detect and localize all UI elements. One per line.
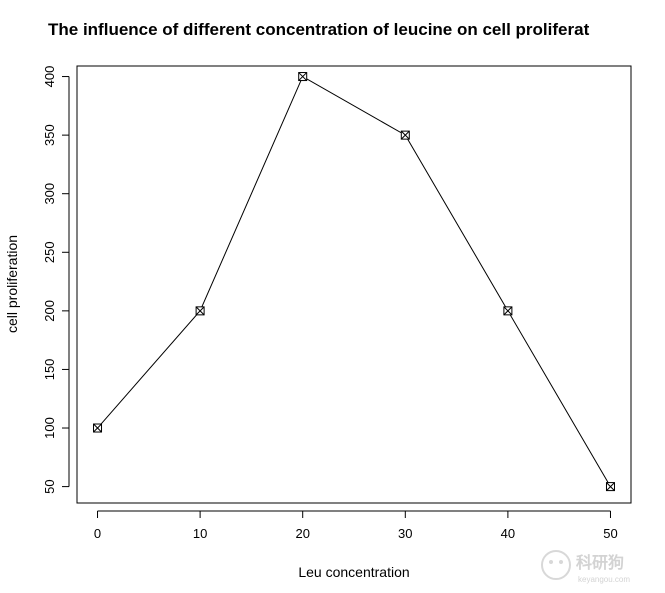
marker-cross [503, 306, 513, 316]
y-tick-label: 400 [42, 66, 57, 88]
x-tick-label: 40 [501, 526, 515, 541]
y-tick-label: 350 [42, 124, 57, 146]
chart-title: The influence of different concentration… [48, 20, 590, 39]
y-tick-label: 200 [42, 300, 57, 322]
x-tick-label: 0 [94, 526, 101, 541]
x-tick-label: 50 [603, 526, 617, 541]
logo-eye-icon [559, 560, 563, 564]
watermark-subtext: keyangou.com [578, 575, 630, 584]
y-axis: 50 100 150 200 250 300 350 400 [42, 66, 70, 494]
watermark-logo: 科研狗 keyangou.com [541, 550, 630, 584]
y-tick-label: 300 [42, 183, 57, 205]
y-tick-label: 150 [42, 359, 57, 381]
y-axis-label: cell proliferation [4, 235, 20, 333]
data-point [93, 423, 103, 433]
watermark-text: 科研狗 [576, 553, 624, 572]
y-tick-label: 250 [42, 241, 57, 263]
dog-logo-icon [541, 550, 571, 580]
x-axis-label: Leu concentration [298, 564, 409, 580]
data-point [503, 306, 513, 316]
data-point [605, 482, 615, 492]
x-tick-label: 30 [398, 526, 412, 541]
y-tick-label: 50 [42, 479, 57, 493]
marker-cross [195, 306, 205, 316]
series-line [97, 75, 611, 487]
x-axis: 0 10 20 30 40 50 [94, 510, 618, 541]
x-tick-label: 10 [193, 526, 207, 541]
marker-cross [298, 72, 308, 81]
data-point [400, 130, 410, 140]
marker-cross [606, 482, 615, 491]
data-point [298, 72, 308, 82]
marker-cross [93, 423, 102, 433]
marker-cross [400, 130, 410, 140]
x-tick-label: 20 [295, 526, 309, 541]
plot-frame [76, 65, 632, 504]
data-point [195, 306, 205, 316]
logo-eye-icon [549, 560, 553, 564]
y-tick-label: 100 [42, 417, 57, 439]
series-cell-proliferation [93, 72, 615, 492]
